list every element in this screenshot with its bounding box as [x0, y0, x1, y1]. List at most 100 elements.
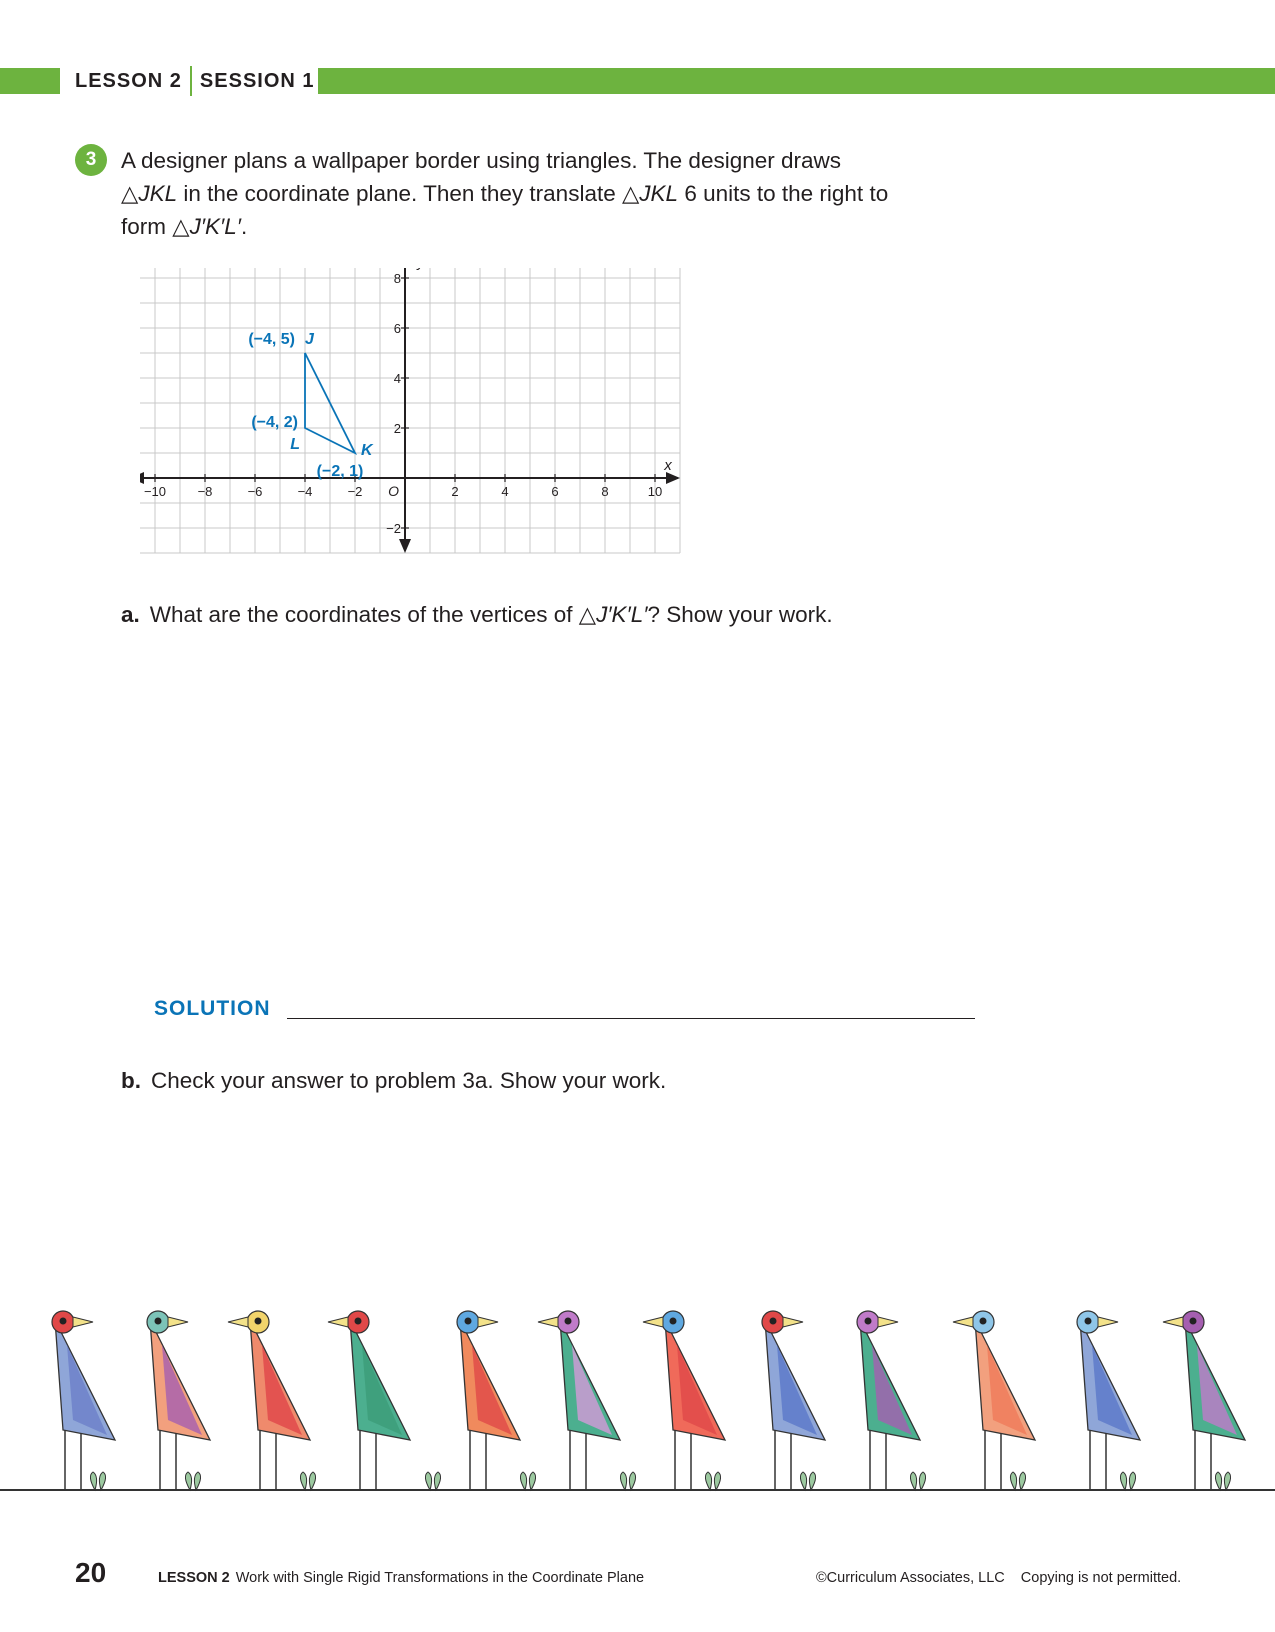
problem-line-3-start: form	[121, 214, 173, 239]
part-a-text-start: What are the coordinates of the vertices…	[149, 602, 579, 627]
bird-beak	[477, 1316, 499, 1328]
x-tick-label: −10	[144, 484, 166, 499]
bird-body	[349, 1319, 412, 1441]
leaf	[619, 1471, 628, 1492]
bird-body	[859, 1319, 922, 1441]
problem-line-3-end: .	[241, 214, 248, 239]
bird-wing	[1197, 1345, 1237, 1435]
triangle-image-name: J′K′L′	[189, 214, 242, 239]
vertex-name-j: J	[305, 331, 315, 348]
leaf	[89, 1471, 98, 1492]
bird-beak	[642, 1316, 664, 1328]
bird-wing	[677, 1345, 717, 1435]
x-tick-label: 8	[601, 484, 608, 499]
leaf	[628, 1471, 637, 1492]
bird-beak	[1162, 1316, 1184, 1328]
solution-answer-line[interactable]	[287, 1018, 975, 1019]
x-tick-label: 4	[501, 484, 508, 499]
y-tick-label: 6	[394, 321, 401, 336]
bird-body	[664, 1319, 727, 1441]
coordinate-plane: −10 −8 −6 −4 −2 2 4 6 8 10 −2 2 4 6 8 Ox y J (−4, 5) K (−2,…	[140, 268, 681, 554]
origin-label: O	[388, 483, 399, 499]
leaf	[184, 1471, 193, 1492]
leaf	[713, 1471, 722, 1492]
lesson-label: LESSON 2	[75, 69, 182, 92]
footer-lesson-label: LESSON 2	[158, 1570, 230, 1586]
leaf	[299, 1471, 308, 1492]
bird-body	[1184, 1319, 1247, 1441]
part-b-question: b. Check your answer to problem 3a. Show …	[121, 1068, 666, 1094]
bird-eye	[254, 1317, 262, 1325]
problem-line-1: A designer plans a wallpaper border usin…	[121, 148, 842, 173]
triangle-symbol: △	[121, 181, 139, 206]
bird-group	[51, 1310, 1247, 1492]
bird-wing	[362, 1345, 402, 1435]
bird-eye	[1084, 1317, 1092, 1325]
triangle-image-name: J′K′L′	[596, 602, 648, 627]
x-axis-label: x	[663, 457, 672, 474]
bird-wing	[262, 1345, 302, 1435]
x-axis-arrow-right	[666, 472, 680, 484]
x-tick-label: −4	[298, 484, 313, 499]
bird-eye	[769, 1317, 777, 1325]
solution-label: SOLUTION	[154, 997, 271, 1020]
bird-body	[459, 1319, 522, 1441]
bird-beak	[1097, 1316, 1119, 1328]
copyright-text: ©Curriculum Associates, LLC	[816, 1570, 1005, 1586]
bird-border-illustration	[0, 1310, 1275, 1492]
leaf	[98, 1471, 107, 1492]
bird-body	[764, 1319, 827, 1441]
leaf	[808, 1471, 817, 1492]
bird-beak	[72, 1316, 94, 1328]
leaf	[1128, 1471, 1137, 1492]
problem-number-badge: 3	[75, 144, 107, 176]
bird-eye	[564, 1317, 572, 1325]
header-divider	[189, 66, 192, 96]
bird-eye	[59, 1317, 67, 1325]
problem-line-3: form △J′K′L′.	[121, 210, 941, 243]
problem-line-2-mid: in the coordinate plane. Then they trans…	[177, 181, 622, 206]
bird-body	[559, 1319, 622, 1441]
vertex-coordinate-k: (−2, 1)	[317, 463, 364, 480]
leaf	[308, 1471, 317, 1492]
triangle-outline	[304, 352, 358, 456]
y-tick-label: 4	[394, 371, 401, 386]
session-label: SESSION 1	[199, 69, 315, 92]
y-tick-label: 2	[394, 421, 401, 436]
bird-eye	[154, 1317, 162, 1325]
footer-lesson-title: Work with Single Rigid Transformations i…	[235, 1570, 645, 1586]
vertex-labels: J (−4, 5) K (−2, 1) L (−4, 2)	[248, 331, 374, 480]
part-a-question: a. What are the coordinates of the vertic…	[121, 602, 833, 628]
triangle-name: JKL	[138, 181, 178, 206]
page-number: 20	[75, 1557, 107, 1588]
triangle-symbol: △	[578, 602, 597, 627]
tick-labels: −10 −8 −6 −4 −2 2 4 6 8 10 −2 2 4 6 8 Ox y	[144, 268, 672, 536]
x-tick-label: 2	[451, 484, 458, 499]
leaf	[1018, 1471, 1027, 1492]
bird-body	[54, 1319, 117, 1441]
footer-lesson: LESSON 2 Work with Single Rigid Transform…	[158, 1570, 644, 1586]
footer-copyright: ©Curriculum Associates, LLC Copying is no…	[816, 1570, 1181, 1586]
bird-beak	[327, 1316, 349, 1328]
bird-beak	[877, 1316, 899, 1328]
bird-wing	[67, 1345, 107, 1435]
leaf	[424, 1471, 433, 1492]
leaf	[799, 1471, 808, 1492]
bird-eye	[669, 1317, 677, 1325]
part-b-letter: b.	[121, 1068, 141, 1093]
bird-eye	[464, 1317, 472, 1325]
bird-beak	[782, 1316, 804, 1328]
grid	[140, 268, 681, 554]
problem-line-2: △JKL in the coordinate plane. Then they …	[121, 177, 941, 210]
leaf	[1223, 1471, 1232, 1492]
problem-text: A designer plans a wallpaper border usin…	[121, 144, 941, 243]
header-bar-left	[0, 68, 60, 94]
part-a-letter: a.	[121, 602, 140, 627]
x-tick-label: −6	[248, 484, 263, 499]
leaf	[1009, 1471, 1018, 1492]
x-tick-label: 10	[648, 484, 662, 499]
triangle-symbol: △	[172, 214, 190, 239]
y-tick-label: 8	[394, 271, 401, 286]
copy-notice: Copying is not permitted.	[1020, 1570, 1182, 1586]
bird-wing	[572, 1345, 612, 1435]
